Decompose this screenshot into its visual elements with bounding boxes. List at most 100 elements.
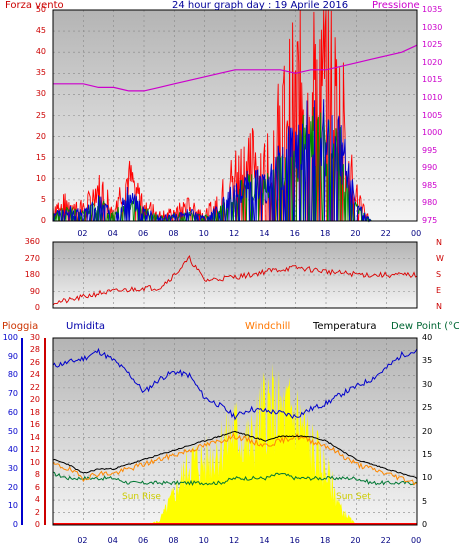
x-tick-label: 20 bbox=[350, 229, 361, 238]
rain-tick-label: 14 bbox=[29, 432, 40, 442]
rain-tick-label: 18 bbox=[29, 407, 40, 417]
legend-temperatura: Temperatura bbox=[313, 321, 377, 332]
temp-tick-label: 5 bbox=[422, 496, 428, 506]
y-right-tick-label: 1025 bbox=[422, 40, 443, 50]
x-tick-label: 10 bbox=[198, 536, 209, 545]
y-right-tick-label: 985 bbox=[422, 180, 438, 190]
humidity-series bbox=[52, 347, 418, 421]
rain-tick-label: 22 bbox=[29, 382, 40, 392]
compass-label: E bbox=[436, 286, 442, 295]
y-right-tick-label: 990 bbox=[422, 163, 438, 173]
rain-tick-label: 6 bbox=[34, 482, 40, 492]
x-tick-label: 10 bbox=[198, 229, 209, 238]
x-tick-label: 18 bbox=[320, 229, 331, 238]
y-left-tick-label: 0 bbox=[40, 216, 46, 225]
legend-dewpoint: Dew Point (°C bbox=[391, 321, 459, 332]
y-left-tick-label: 40 bbox=[35, 47, 46, 57]
humidity-tick-label: 20 bbox=[7, 482, 18, 492]
x-tick-label: 08 bbox=[168, 536, 179, 545]
legend-umidita: Umidita bbox=[66, 321, 106, 332]
x-tick-label: 02 bbox=[77, 229, 88, 238]
x-tick-label: 00 bbox=[411, 536, 422, 545]
dewpoint-series bbox=[52, 471, 418, 486]
rain-tick-label: 26 bbox=[29, 357, 40, 367]
rain-tick-label: 30 bbox=[29, 333, 40, 342]
sun-set-label: Sun Set bbox=[336, 492, 371, 502]
humidity-tick-label: 60 bbox=[7, 407, 18, 417]
panel-frame-3 bbox=[52, 337, 418, 526]
y-left-tick-label: 35 bbox=[35, 68, 46, 78]
y-right-tick-label: 1015 bbox=[422, 75, 443, 85]
x-tick-label: 00 bbox=[411, 229, 422, 238]
temperature-series bbox=[52, 430, 418, 480]
y-left-tick-label: 20 bbox=[35, 131, 46, 141]
y-right-tick-label: 1000 bbox=[422, 128, 443, 138]
temp-tick-label: 0 bbox=[422, 520, 428, 529]
direction-tick-label: 90 bbox=[29, 286, 40, 296]
x-tick-label: 12 bbox=[229, 536, 240, 545]
y-right-tick-label: 980 bbox=[422, 198, 438, 208]
humidity-tick-label: 80 bbox=[7, 370, 18, 380]
y-left-tick-label: 10 bbox=[35, 173, 46, 183]
humidity-tick-label: 70 bbox=[7, 389, 18, 399]
x-tick-label: 22 bbox=[380, 536, 391, 545]
compass-label: N bbox=[436, 302, 442, 311]
pressure-series bbox=[53, 44, 418, 92]
humidity-tick-label: 100 bbox=[2, 333, 18, 342]
temp-tick-label: 15 bbox=[422, 449, 433, 459]
windchill-series bbox=[52, 432, 418, 486]
x-tick-label: 06 bbox=[138, 536, 149, 545]
rain-tick-label: 24 bbox=[29, 370, 40, 380]
temp-tick-label: 20 bbox=[422, 426, 433, 436]
x-tick-label: 04 bbox=[107, 536, 118, 545]
temp-tick-label: 10 bbox=[422, 473, 433, 483]
y-right-tick-label: 1035 bbox=[422, 5, 443, 14]
x-tick-label: 16 bbox=[289, 536, 300, 545]
legend-windchill: Windchill bbox=[245, 321, 291, 332]
x-tick-label: 04 bbox=[107, 229, 118, 238]
x-tick-label: 06 bbox=[138, 229, 149, 238]
x-tick-label: 14 bbox=[259, 229, 270, 238]
compass-label: W bbox=[436, 254, 444, 263]
y-right-tick-label: 1020 bbox=[422, 57, 443, 67]
x-tick-label: 12 bbox=[229, 229, 240, 238]
y-right-tick-label: 1005 bbox=[422, 110, 443, 120]
x-tick-label: 22 bbox=[380, 229, 391, 238]
humidity-tick-label: 50 bbox=[7, 426, 18, 436]
header-left-label: Forza vento bbox=[5, 0, 64, 11]
temp-tick-label: 40 bbox=[422, 333, 433, 342]
rain-tick-label: 0 bbox=[34, 520, 40, 529]
y-right-tick-label: 1030 bbox=[422, 22, 443, 32]
chart-title: 24 hour graph day : 19 Aprile 2016 bbox=[172, 0, 349, 11]
temp-tick-label: 25 bbox=[422, 403, 433, 413]
rain-tick-label: 2 bbox=[34, 507, 40, 517]
y-left-tick-label: 30 bbox=[35, 89, 46, 99]
sun-rise-label: Sun Rise bbox=[122, 492, 161, 502]
panel-frame-1 bbox=[52, 9, 418, 222]
rain-tick-label: 28 bbox=[29, 345, 40, 355]
panel-frame-2 bbox=[52, 241, 418, 309]
x-tick-label: 20 bbox=[350, 536, 361, 545]
temp-tick-label: 30 bbox=[422, 379, 433, 389]
temp-tick-label: 35 bbox=[422, 356, 433, 366]
humidity-tick-label: 90 bbox=[7, 351, 18, 361]
x-tick-label: 08 bbox=[168, 229, 179, 238]
y-left-tick-label: 50 bbox=[35, 5, 46, 14]
y-right-tick-label: 1010 bbox=[422, 92, 443, 102]
humidity-tick-label: 10 bbox=[7, 501, 18, 511]
x-tick-label: 18 bbox=[320, 536, 331, 545]
y-left-tick-label: 5 bbox=[40, 194, 46, 204]
rain-tick-label: 10 bbox=[29, 457, 40, 467]
direction-tick-label: 360 bbox=[24, 237, 40, 246]
rain-tick-label: 8 bbox=[34, 470, 40, 480]
direction-series bbox=[52, 254, 418, 306]
x-tick-label: 02 bbox=[77, 536, 88, 545]
compass-label: N bbox=[436, 238, 442, 247]
header-right-label: Pressione bbox=[372, 0, 420, 11]
humidity-tick-label: 40 bbox=[7, 445, 18, 455]
compass-label: S bbox=[436, 270, 442, 279]
direction-tick-label: 0 bbox=[34, 303, 40, 312]
y-left-tick-label: 45 bbox=[35, 26, 46, 36]
y-right-tick-label: 975 bbox=[422, 216, 438, 225]
